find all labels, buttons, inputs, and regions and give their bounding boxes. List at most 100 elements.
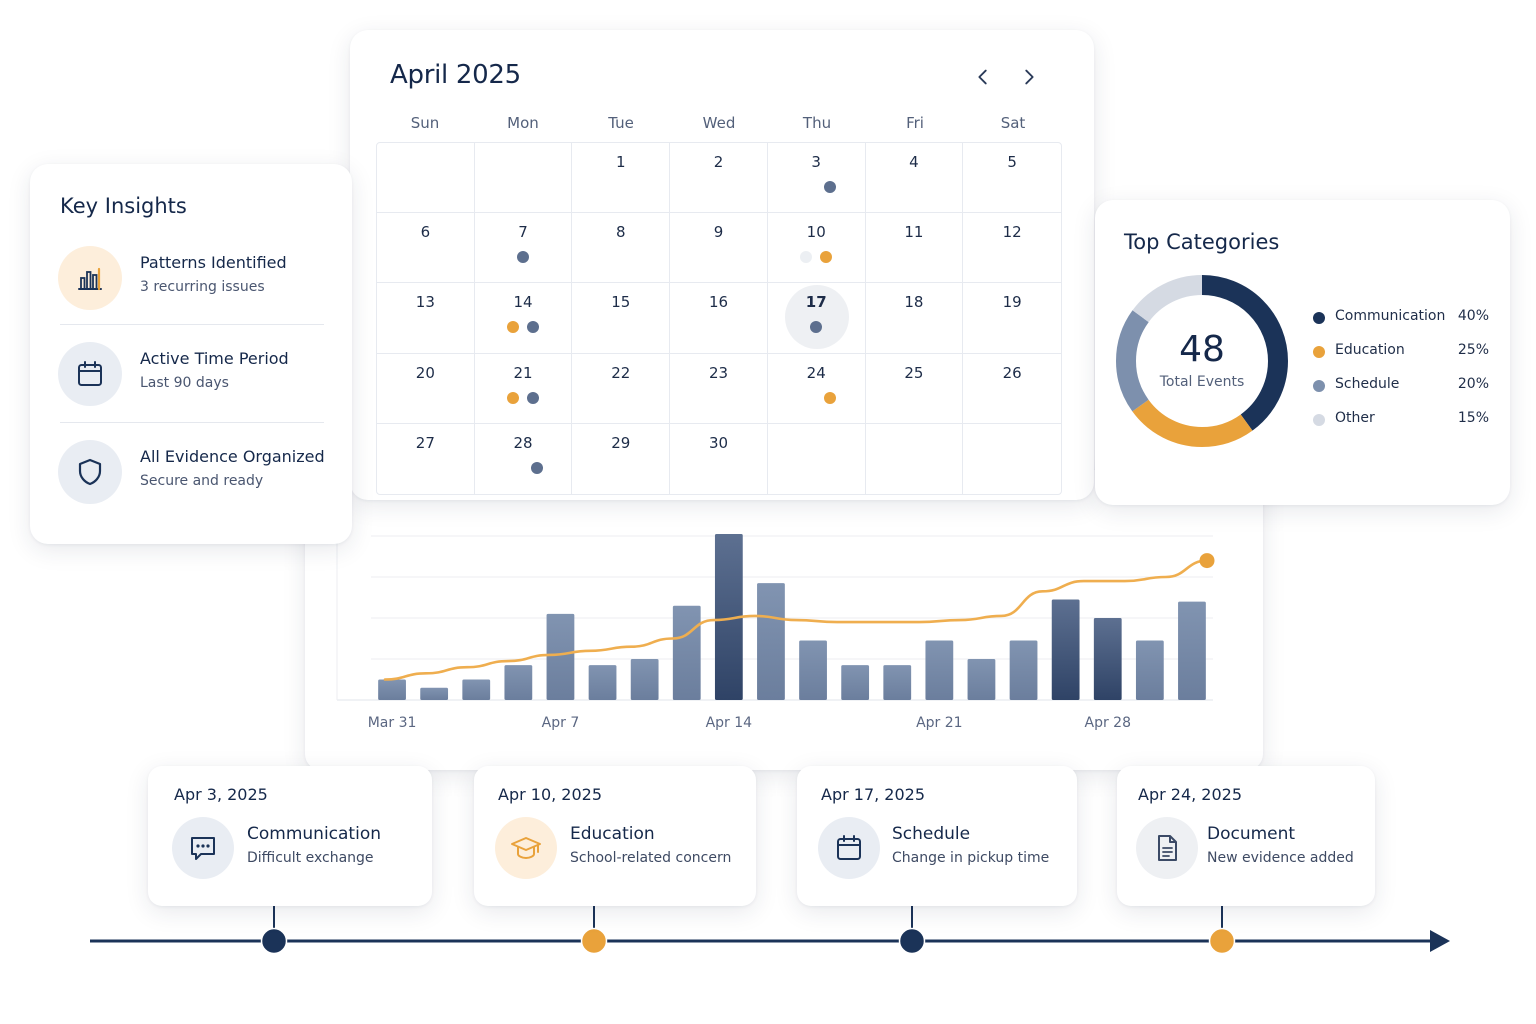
- donut-slice-schedule: [1116, 275, 1288, 447]
- legend-name: Schedule: [1335, 376, 1400, 392]
- day-number: 5: [1007, 153, 1017, 171]
- bar-chart-icon: [78, 267, 102, 291]
- legend-percent: 25%: [1457, 342, 1489, 358]
- calendar-day-13[interactable]: 13: [377, 283, 475, 354]
- chart-bar-9: [757, 583, 785, 700]
- calendar-day-25[interactable]: 25: [865, 353, 964, 424]
- event-dots: [475, 391, 572, 404]
- activity-bar-chart: Mar 31 Apr 7 Apr 14 Apr 21 Apr 28: [336, 530, 1215, 731]
- chart-bar-12: [883, 665, 912, 700]
- calendar-grid: 1 2 3 4 5 6 7 8 9 10 11 12 13 14 15 16 17 18 19 20 21 22 23 24 2…: [376, 142, 1062, 495]
- calendar-day-26[interactable]: 26: [963, 354, 1061, 424]
- calendar-day-3[interactable]: 3: [767, 143, 866, 214]
- calendar-empty-cell: [866, 423, 964, 494]
- day-number: 1: [616, 153, 626, 171]
- event-dot-orange: [507, 321, 520, 334]
- day-number: 24: [806, 363, 826, 382]
- event-dot-light: [800, 251, 813, 264]
- calendar-day-1[interactable]: 1: [572, 143, 671, 214]
- trend-line: [383, 559, 1209, 681]
- day-number: 15: [611, 293, 631, 312]
- timeline-marker-education: [580, 927, 608, 955]
- calendar-day-20[interactable]: 20: [377, 353, 475, 424]
- document-icon: [1158, 835, 1177, 861]
- event-dot-orange: [820, 251, 833, 264]
- calendar-day-30[interactable]: 30: [670, 423, 768, 494]
- calendar-day-29[interactable]: 29: [572, 423, 671, 494]
- timeline-event-communication[interactable]: Apr 3, 2025 Communication Difficult exch…: [148, 766, 432, 906]
- chart-bar-4: [546, 613, 575, 700]
- calendar-day-7[interactable]: 7: [474, 213, 573, 284]
- categories-donut-chart: [1116, 275, 1288, 447]
- event-title: Communication: [247, 824, 381, 844]
- event-icon-wrap: [818, 817, 880, 879]
- insight-patterns: Patterns Identified 3 recurring issues: [58, 238, 326, 318]
- insight-evidence: All Evidence Organized Secure and ready: [58, 432, 326, 512]
- timeline-marker-schedule: [898, 927, 926, 955]
- legend-item-other: Other 15%: [1313, 410, 1489, 444]
- day-number: 11: [904, 223, 924, 242]
- event-dot-slate: [527, 321, 540, 334]
- calendar-day-14[interactable]: 14: [474, 283, 573, 354]
- legend-dot: [1313, 346, 1325, 358]
- chart-bar-2: [462, 679, 491, 700]
- x-tick-label: Apr 7: [542, 715, 580, 731]
- calendar-empty-cell: [377, 143, 475, 214]
- chart-bar-18: [1135, 640, 1164, 700]
- calendar-day-15[interactable]: 15: [572, 283, 671, 354]
- timeline-event-schedule[interactable]: Apr 17, 2025 Schedule Change in pickup t…: [797, 766, 1077, 906]
- calendar-day-8[interactable]: 8: [572, 213, 671, 284]
- calendar-day-12[interactable]: 12: [963, 213, 1061, 284]
- event-dots: [475, 461, 572, 474]
- event-subtitle: School-related concern: [570, 850, 732, 866]
- timeline-marker-communication: [260, 927, 288, 955]
- day-number: 22: [611, 363, 631, 382]
- event-dot-slate: [527, 391, 540, 404]
- weekday-label: Wed: [702, 114, 736, 132]
- chart-bar-6: [630, 659, 659, 700]
- key-insights-title: Key Insights: [60, 194, 187, 218]
- calendar-day-18[interactable]: 18: [865, 283, 964, 354]
- weekday-label: Tue: [608, 114, 634, 132]
- calendar-day-10[interactable]: 10: [767, 213, 866, 284]
- calendar-day-17[interactable]: 17: [767, 283, 866, 354]
- calendar-day-5[interactable]: 5: [963, 143, 1061, 214]
- total-events-label: Total Events: [1159, 374, 1245, 390]
- calendar-day-19[interactable]: 19: [963, 283, 1061, 354]
- calendar-day-4[interactable]: 4: [865, 143, 964, 214]
- previous-month-button[interactable]: [968, 62, 998, 92]
- event-subtitle: Change in pickup time: [892, 850, 1050, 866]
- day-number: 12: [1002, 223, 1022, 242]
- calendar-day-23[interactable]: 23: [670, 353, 768, 424]
- day-number: 18: [904, 293, 924, 312]
- next-month-button[interactable]: [1014, 62, 1044, 92]
- calendar-empty-cell: [768, 423, 866, 494]
- day-number: 25: [904, 363, 924, 382]
- calendar-day-9[interactable]: 9: [670, 213, 768, 284]
- day-number: 20: [415, 363, 435, 382]
- legend-percent: 20%: [1457, 376, 1489, 392]
- calendar-day-6[interactable]: 6: [377, 213, 475, 284]
- calendar-day-16[interactable]: 16: [670, 283, 768, 354]
- weekday-label: Thu: [802, 114, 832, 132]
- calendar-day-21[interactable]: 21: [474, 353, 573, 424]
- x-tick-label: Apr 14: [706, 715, 753, 731]
- timeline-event-education[interactable]: Apr 10, 2025 Education School-related co…: [474, 766, 756, 906]
- day-number: 17: [805, 293, 827, 312]
- timeline-marker-document: [1208, 927, 1236, 955]
- timeline-event-document[interactable]: Apr 24, 2025 Document New evidence added: [1117, 766, 1375, 906]
- calendar-day-27[interactable]: 27: [377, 423, 475, 494]
- calendar-day-2[interactable]: 2: [670, 143, 768, 214]
- calendar-day-22[interactable]: 22: [572, 353, 671, 424]
- calendar-day-28[interactable]: 28: [475, 423, 573, 494]
- x-tick-label: Mar 31: [368, 715, 417, 731]
- event-dot-orange: [507, 391, 520, 404]
- event-dot-slate: [824, 181, 837, 193]
- chart-bar-14: [967, 659, 996, 700]
- calendar-day-24[interactable]: 24: [767, 353, 866, 424]
- calendar-day-11[interactable]: 11: [865, 213, 964, 284]
- chart-bar-5: [588, 665, 617, 700]
- legend-percent: 15%: [1457, 410, 1489, 426]
- timeline-arrow-icon: [1430, 930, 1450, 952]
